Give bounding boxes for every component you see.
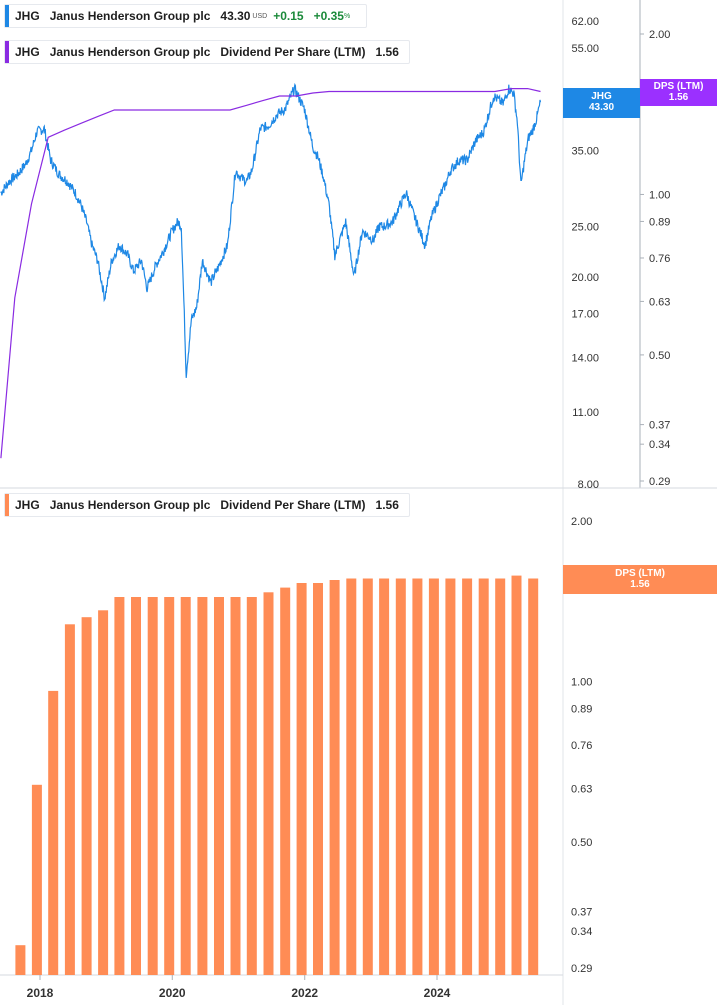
dps-bar	[329, 580, 340, 975]
dps-axis-tick-label: 0.89	[649, 216, 670, 228]
dps-bar	[81, 617, 92, 975]
dps-bottom-legend-ticker: JHG	[15, 498, 40, 512]
dps-top-swatch	[5, 41, 9, 63]
dps-bottom-badge-value: 1.56	[630, 579, 650, 590]
dps-top-legend-value: 1.56	[375, 45, 399, 59]
bar-axis-tick-label: 0.29	[571, 963, 592, 975]
dps-bar	[280, 587, 291, 975]
bar-axis-tick-label: 0.63	[571, 783, 592, 795]
dps-bar	[511, 575, 522, 975]
dps-bottom-legend[interactable]: JHG Janus Henderson Group plc Dividend P…	[4, 493, 410, 517]
dps-bar-plot	[15, 575, 539, 975]
price-axis-tick-label: 20.00	[571, 272, 599, 284]
dps-bar	[346, 578, 357, 975]
price-legend[interactable]: JHG Janus Henderson Group plc 43.30 USD …	[4, 4, 368, 28]
dps-bottom-legend-value: 1.56	[375, 498, 399, 512]
dps-bar	[164, 597, 175, 975]
dps-bar	[48, 690, 59, 975]
dps-bar	[114, 597, 125, 975]
dps-bottom-swatch	[5, 494, 9, 516]
bar-axis-tick-label: 2.00	[571, 516, 592, 528]
bar-axis-tick-label: 0.34	[571, 926, 592, 938]
bar-axis-tick-label: 0.50	[571, 837, 592, 849]
dps-axis-tick-label: 0.37	[649, 420, 670, 432]
bar-axis-tick-label: 0.89	[571, 703, 592, 715]
dps-bottom-legend-company: Janus Henderson Group plc	[49, 498, 211, 512]
dps-bar	[428, 578, 439, 975]
dps-bottom-legend-metric: Dividend Per Share (LTM)	[220, 498, 366, 512]
price-swatch	[5, 5, 9, 27]
price-legend-change-pct: +0.35	[313, 9, 344, 23]
dps-bar	[395, 578, 406, 975]
price-legend-price: 43.30	[220, 9, 251, 23]
x-axis-tick-label: 2020	[159, 986, 186, 1000]
dps-top-legend-ticker: JHG	[15, 45, 40, 59]
dps-bar	[412, 578, 423, 975]
dps-bar	[528, 578, 539, 975]
dps-bar	[197, 597, 208, 975]
dps-axis-tick-label: 1.00	[649, 189, 670, 201]
bar-axis-tick-label: 0.76	[571, 740, 592, 752]
dps-bar	[445, 578, 456, 975]
dps-top-badge-label: DPS (LTM)	[653, 81, 704, 92]
dps-series-line	[0, 88, 541, 459]
dps-axis-tick-label: 2.00	[649, 29, 670, 41]
price-axis-tick-label: 35.00	[571, 145, 599, 157]
x-axis-tick-label: 2022	[291, 986, 318, 1000]
dps-bar	[379, 578, 390, 975]
dps-bar	[313, 583, 323, 975]
price-badge-value: 43.30	[588, 102, 615, 113]
dps-bar	[214, 597, 224, 975]
dps-axis-tick-label: 0.50	[649, 350, 670, 362]
dps-bar	[362, 578, 373, 975]
dps-bar	[462, 578, 473, 975]
dps-bar	[495, 578, 506, 975]
dps-bar	[478, 578, 489, 975]
dps-axis-tick-label: 0.29	[649, 476, 670, 488]
dps-top-legend-metric: Dividend Per Share (LTM)	[220, 45, 366, 59]
dps-bar	[98, 610, 109, 975]
dps-bottom-badge-label: DPS (LTM)	[615, 568, 665, 579]
axes: 8.00 11.00 14.00 17.00 20.00 25.00 35.00 55.00 6…	[27, 16, 671, 1000]
dps-bar	[131, 597, 141, 975]
dps-axis-tick-label: 0.63	[649, 296, 670, 308]
price-legend-unit: USD	[252, 12, 268, 20]
price-axis-tick-label: 17.00	[571, 309, 599, 321]
dps-bar	[64, 624, 75, 975]
dps-bar	[230, 597, 241, 975]
dps-bar	[263, 592, 274, 975]
price-axis-tick-label: 8.00	[578, 479, 599, 491]
price-plot	[0, 82, 542, 459]
price-axis-tick-label: 62.00	[571, 16, 599, 28]
dps-top-legend-company: Janus Henderson Group plc	[49, 45, 211, 59]
dps-bar	[15, 945, 26, 975]
dps-bar	[246, 597, 257, 975]
dps-bottom-badge: DPS (LTM) 1.56	[563, 565, 717, 594]
dps-bar	[147, 597, 158, 975]
price-legend-company: Janus Henderson Group plc	[49, 9, 211, 23]
price-badge-label: JHG	[591, 91, 612, 102]
x-axis-tick-label: 2024	[424, 986, 451, 1000]
price-axis-tick-label: 25.00	[571, 221, 599, 233]
bar-axis-tick-label: 0.37	[571, 907, 592, 919]
bar-axis-tick-label: 1.00	[571, 676, 592, 688]
dps-axis-tick-label: 0.76	[649, 253, 670, 265]
dps-top-legend[interactable]: JHG Janus Henderson Group plc Dividend P…	[4, 40, 410, 64]
x-axis-tick-label: 2018	[27, 986, 54, 1000]
dps-top-badge: DPS (LTM) 1.56	[640, 79, 717, 106]
dps-bar	[296, 583, 307, 975]
price-legend-pct-sign: %	[343, 12, 351, 20]
dps-top-badge-value: 1.56	[668, 92, 689, 103]
dps-bar	[180, 597, 191, 975]
price-badge: JHG 43.30	[563, 88, 640, 118]
dps-bar	[31, 784, 42, 975]
price-axis-tick-label: 55.00	[571, 43, 599, 55]
price-axis-tick-label: 11.00	[572, 407, 599, 419]
price-series-line	[0, 82, 542, 378]
price-axis-tick-label: 14.00	[571, 352, 599, 364]
price-legend-change: +0.15	[273, 9, 304, 23]
price-legend-ticker: JHG	[15, 9, 40, 23]
dps-axis-tick-label: 0.34	[649, 439, 670, 451]
